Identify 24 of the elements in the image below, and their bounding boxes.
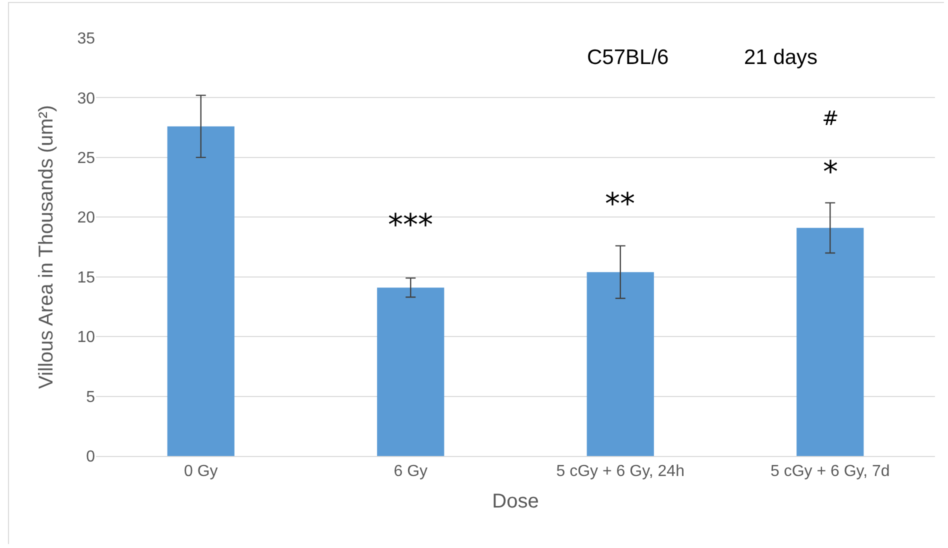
x-tick-label: 5 cGy + 6 Gy, 7d	[770, 463, 890, 480]
x-axis-title: Dose	[492, 490, 539, 513]
annotation: *	[823, 155, 838, 190]
y-tick-label: 5	[86, 388, 96, 406]
y-tick-label: 35	[77, 30, 96, 48]
y-tick-label: 10	[77, 329, 96, 346]
y-axis-title: Villous Area in Thousands (um²)	[36, 105, 58, 389]
bar	[796, 228, 864, 456]
y-tick-label: 0	[86, 448, 96, 466]
annotation: ***	[388, 208, 433, 243]
y-tick-label: 25	[77, 150, 96, 168]
y-tick-label: 15	[77, 269, 96, 286]
x-tick-label: 0 Gy	[184, 463, 218, 480]
annotation: C57BL/6	[587, 46, 669, 69]
x-tick-label: 6 Gy	[394, 463, 428, 480]
x-tick-label: 5 cGy + 6 Gy, 24h	[556, 463, 684, 480]
bar	[167, 126, 234, 456]
bar	[586, 272, 654, 456]
annotation: #	[822, 106, 839, 130]
y-tick-label: 20	[77, 210, 96, 227]
annotation: 21 days	[744, 46, 818, 69]
y-tick-label: 30	[77, 90, 96, 108]
bar	[377, 288, 444, 456]
annotation: **	[605, 187, 635, 222]
